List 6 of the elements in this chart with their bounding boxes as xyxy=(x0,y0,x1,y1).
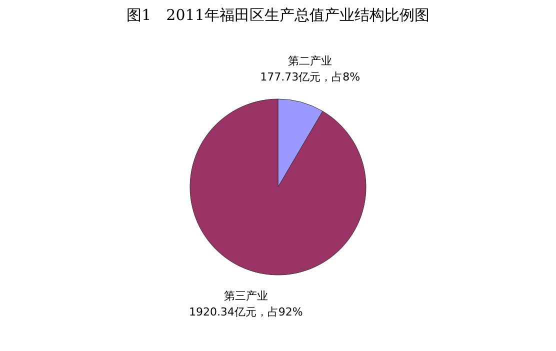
data-label: 1920.34亿元，占92% xyxy=(188,306,303,319)
slice-label: 第二产业 xyxy=(288,54,332,68)
slice-label: 第三产业 xyxy=(224,290,268,303)
pie-slice xyxy=(190,98,366,276)
data-label: 177.73亿元，占8% xyxy=(260,70,360,84)
chart-title: 图1 2011年福田区生产总值产业结构比例图 xyxy=(126,6,430,24)
